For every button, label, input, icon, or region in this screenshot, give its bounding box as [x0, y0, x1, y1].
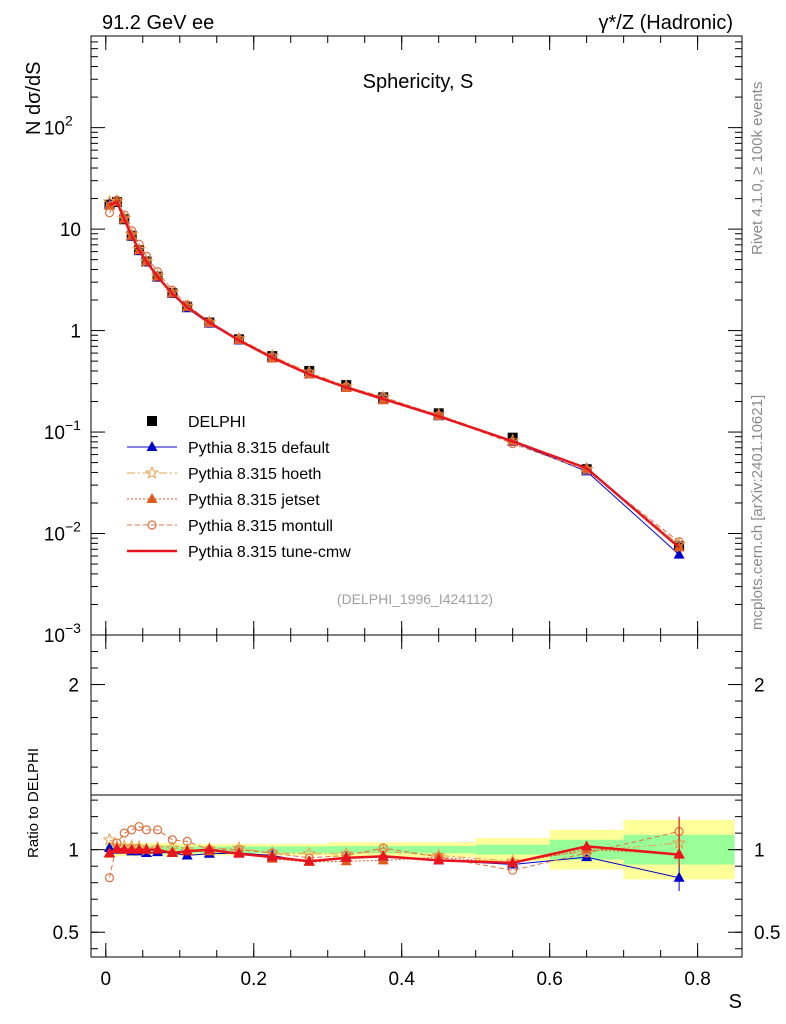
y-tick-label-exponent: −2 [65, 519, 81, 535]
legend-marker-pythia-8-315-default [146, 441, 158, 451]
y-tick-label: 10 [44, 525, 65, 546]
uncertainty-band-inner [475, 844, 550, 855]
ratio-point-pythia-8-315-montull [167, 835, 177, 845]
ratio-point-pythia-8-315-tune-cmw [111, 842, 123, 853]
reference-label: (DELPHI_1996_I424112) [337, 591, 493, 607]
x-tick-label: 0.8 [684, 969, 710, 990]
ratio-plot-frame [90, 634, 743, 958]
ratio-y-axis-label: Ratio to DELPHI [25, 748, 42, 858]
legend-marker-delphi [147, 416, 157, 426]
legend: DELPHI Pythia 8.315 default Pythia 8.315 h… [127, 414, 351, 561]
ratio-point-pythia-8-315-tune-cmw [377, 850, 389, 861]
legend-label-pythia-8-315-hoeth: Pythia 8.315 hoeth [188, 466, 321, 483]
uncertainty-band-inner [327, 846, 476, 854]
main-plot-title: Sphericity, S [363, 71, 474, 93]
header-left: 91.2 GeV ee [102, 12, 214, 34]
y-tick-label: 10 [44, 626, 65, 647]
ratio-point-pythia-8-315-montull [152, 825, 163, 835]
y-tick-label-exponent: −3 [65, 620, 81, 636]
ratio-point-pythia-8-315-tune-cmw [133, 843, 145, 854]
ratio-point-pythia-8-315-tune-cmw [203, 843, 215, 854]
legend-marker-pythia-8-315-hoeth [145, 465, 159, 480]
y-tick-label: 10 [44, 423, 65, 444]
ratio-point-pythia-8-315-tune-cmw [181, 845, 193, 856]
legend-marker-pythia-8-315-jetset [146, 493, 158, 503]
x-tick-label: 0.2 [241, 969, 267, 990]
series-line-pythia-8-315-tune-cmw [108, 200, 680, 549]
ratio-point-pythia-8-315-montull [134, 821, 144, 832]
legend-label-pythia-8-315-jetset: Pythia 8.315 jetset [188, 492, 320, 509]
y-tick-label-exponent: 2 [65, 113, 73, 129]
x-tick-label: 0.4 [388, 969, 415, 990]
y-tick-label: 10 [60, 220, 81, 241]
x-axis-label: S [729, 991, 742, 1013]
ratio-point-pythia-8-315-tune-cmw [140, 843, 152, 854]
y-axis-label: N dσ/dS [23, 62, 45, 136]
ratio-point-pythia-8-315-tune-cmw [303, 855, 315, 866]
header-right: γ*/Z (Hadronic) [599, 12, 733, 34]
ratio-point-pythia-8-315-tune-cmw [103, 846, 115, 857]
point-pythia-8-315-default [673, 548, 685, 559]
y-tick-label: 1 [70, 322, 81, 343]
side-label-top: Rivet 4.1.0, ≥ 100k events [749, 82, 766, 255]
legend-marker-pythia-8-315-montull [147, 520, 157, 530]
ratio-point-pythia-8-315-tune-cmw [340, 851, 352, 862]
ratio-point-pythia-8-315-tune-cmw [233, 847, 245, 858]
ratio-point-pythia-8-315-hoeth [102, 832, 117, 846]
ratio-y-tick-label-right: 1 [754, 841, 765, 862]
y-tick-label-exponent: −1 [65, 417, 81, 433]
x-tick-label: 0.6 [536, 969, 562, 990]
ratio-y-tick-label-right: 2 [754, 676, 765, 697]
ratio-y-tick-label: 1 [68, 841, 79, 862]
x-tick-label: 0 [101, 969, 112, 990]
uncertainty-band-inner [179, 846, 328, 853]
legend-label-delphi: DELPHI [188, 414, 246, 431]
ratio-point-pythia-8-315-montull [119, 828, 129, 838]
legend-label-pythia-8-315-tune-cmw: Pythia 8.315 tune-cmw [188, 544, 351, 561]
ratio-point-pythia-8-315-tune-cmw [433, 854, 445, 865]
ratio-point-pythia-8-315-montull [104, 873, 115, 883]
ratio-point-pythia-8-315-tune-cmw [118, 843, 130, 854]
ratio-point-pythia-8-315-montull [127, 825, 137, 835]
point-pythia-8-315-montull [204, 317, 214, 328]
ratio-y-tick-label: 2 [68, 676, 79, 697]
ratio-point-pythia-8-315-tune-cmw [266, 851, 278, 862]
legend-label-pythia-8-315-default: Pythia 8.315 default [188, 440, 330, 457]
ratio-point-pythia-8-315-tune-cmw [581, 840, 593, 851]
ratio-plot-panel: 0 0.2 0.4 0.6 0.80.5 0.51 12 2 Ratio to DELPHI … [25, 634, 780, 1013]
y-tick-label: 10 [44, 119, 65, 140]
ratio-point-pythia-8-315-default [581, 851, 593, 862]
point-pythia-8-315-montull [674, 537, 684, 547]
ratio-y-tick-label-right: 0.5 [754, 923, 780, 944]
ratio-point-pythia-8-315-tune-cmw [126, 843, 138, 854]
ratio-point-pythia-8-315-tune-cmw [152, 843, 164, 854]
side-label-bottom: mcplots.cern.ch [arXiv:2401.10621] [749, 395, 766, 630]
ratio-y-tick-label: 0.5 [53, 923, 79, 944]
point-pythia-8-315-montull [104, 208, 115, 218]
series-line-pythia-8-315-montull [109, 199, 680, 543]
ratio-point-pythia-8-315-tune-cmw [166, 846, 178, 857]
legend-label-pythia-8-315-montull: Pythia 8.315 montull [188, 518, 333, 535]
ratio-point-pythia-8-315-tune-cmw [507, 856, 519, 867]
ratio-point-pythia-8-315-montull [141, 825, 152, 835]
